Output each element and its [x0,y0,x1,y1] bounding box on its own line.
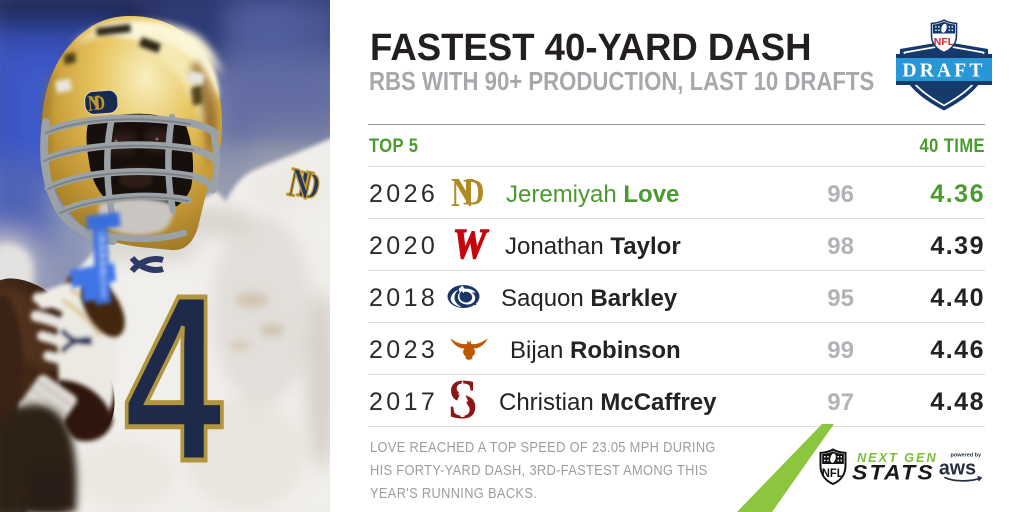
svg-text:W: W [453,227,489,262]
svg-text:N: N [451,177,474,209]
svg-text:NFL: NFL [822,468,844,480]
svg-text:D: D [93,91,106,114]
svg-text:NEXT GEN: NEXT GEN [857,450,938,465]
svg-text:DRAFT: DRAFT [902,61,985,82]
svg-text:N: N [87,91,101,116]
svg-text:NFL: NFL [934,36,955,48]
svg-text:powered by: powered by [951,453,983,459]
svg-text:aws: aws [939,457,976,479]
svg-text:STATS: STATS [852,460,935,484]
svg-text:4: 4 [124,246,223,511]
svg-text:D: D [463,177,484,209]
